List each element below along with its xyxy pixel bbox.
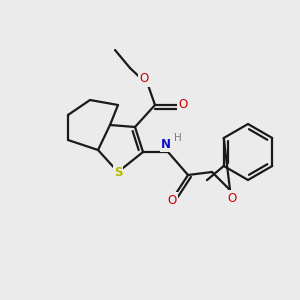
Text: O: O xyxy=(167,194,177,206)
Text: O: O xyxy=(140,73,148,85)
Text: S: S xyxy=(114,166,122,178)
Text: O: O xyxy=(178,98,188,112)
Text: O: O xyxy=(227,191,237,205)
Text: N: N xyxy=(161,137,171,151)
Text: H: H xyxy=(174,133,182,143)
